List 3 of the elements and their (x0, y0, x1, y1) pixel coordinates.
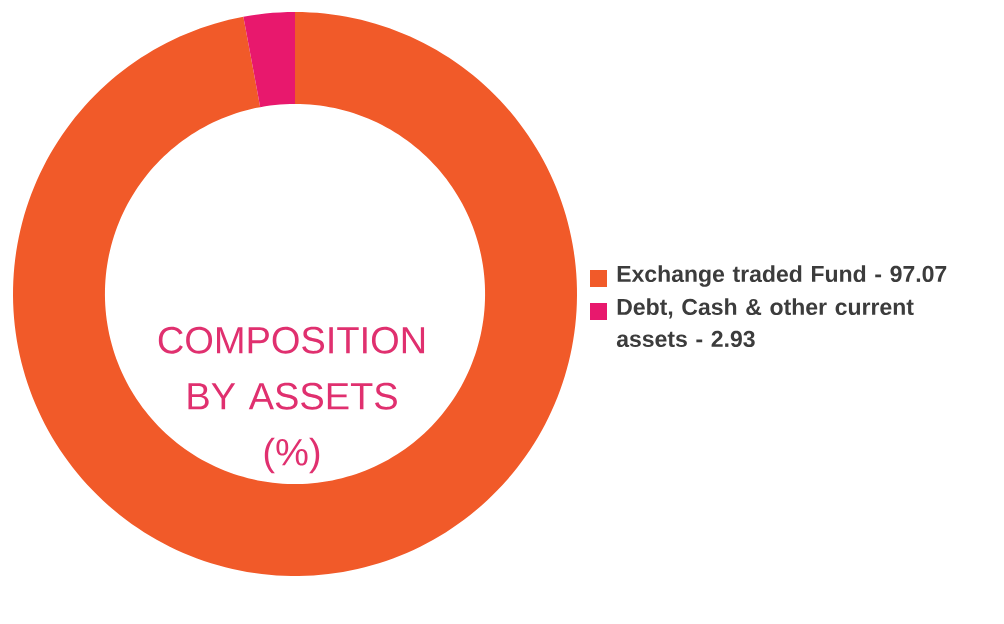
legend-label: Exchange traded Fund - 97.07 (617, 265, 947, 287)
text: COMPOSITION BY ASSETS (%) (158, 326, 425, 474)
legend-label: Debt, Cash & other current assets - 2.93 (616, 298, 914, 348)
